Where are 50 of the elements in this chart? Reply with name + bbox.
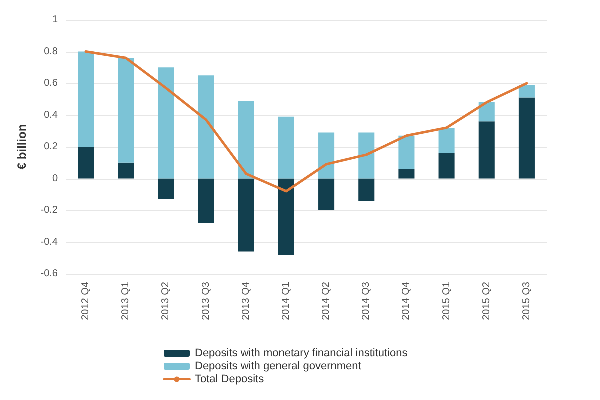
y-tick-label: -0.2: [40, 205, 58, 216]
bar: [438, 128, 455, 154]
x-tick-label: 2015 Q1: [441, 282, 452, 320]
bar: [78, 147, 94, 179]
y-tick-label: -0.6: [40, 268, 58, 280]
bar: [358, 132, 375, 179]
bar: [198, 76, 214, 179]
bar: [358, 178, 375, 201]
bar: [438, 153, 455, 179]
y-tick-label: 0.4: [44, 110, 58, 121]
x-tick-label: 2013 Q1: [120, 282, 132, 320]
bar: [158, 178, 174, 200]
x-tick-label: 2014 Q3: [361, 282, 372, 320]
line-series: [84, 50, 528, 193]
bar: [198, 178, 214, 224]
bar: [158, 68, 174, 179]
y-tick-label: 0.8: [44, 46, 58, 58]
x-tick-label: 2014 Q4: [401, 282, 412, 320]
bar: [278, 116, 294, 179]
bar: [518, 85, 535, 98]
x-tick-label: 2013 Q4: [240, 282, 252, 320]
legend-label: Deposits with general government: [195, 360, 362, 372]
bar: [278, 178, 294, 255]
legend-label: Total Deposits: [195, 374, 265, 386]
bar: [78, 52, 94, 147]
bar: [518, 98, 535, 179]
y-tick-label: 0: [52, 173, 58, 184]
bar: [398, 169, 415, 179]
y-tick-label: 1: [52, 14, 58, 26]
y-axis-title: € billion: [15, 124, 29, 170]
y-tick-label: 0.2: [44, 142, 58, 152]
x-tick-label: 2015 Q3: [521, 282, 532, 320]
bar: [238, 100, 254, 179]
bar: [238, 178, 254, 252]
bar: [318, 178, 335, 210]
bar: [398, 136, 415, 170]
x-tick-label: 2014 Q2: [321, 282, 332, 320]
x-tick-label: 2014 Q1: [280, 282, 292, 320]
y-tick-label: 0.6: [44, 78, 58, 89]
x-tick-label: 2013 Q3: [200, 282, 212, 320]
x-tick-label: 2015 Q2: [481, 282, 492, 320]
bar: [118, 162, 134, 179]
bar: [478, 102, 495, 122]
x-tick-label: 2012 Q4: [80, 282, 92, 320]
x-tick-label: 2013 Q2: [160, 282, 172, 320]
bar: [478, 122, 495, 179]
y-tick-label: -0.4: [40, 236, 58, 248]
bar: [118, 58, 134, 163]
bar: [318, 132, 335, 179]
legend-label: Deposits with monetary financial institutions: [195, 348, 408, 360]
